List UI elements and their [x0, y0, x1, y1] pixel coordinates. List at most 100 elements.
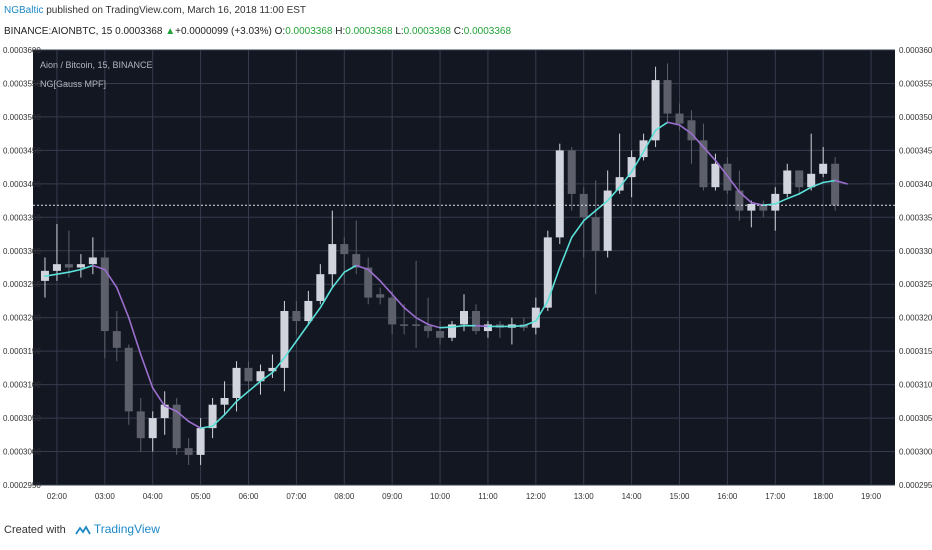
ma-segment: [558, 236, 573, 269]
ma-segment: [678, 124, 693, 135]
y-tick-label-left: 0.0003100: [3, 381, 41, 390]
candle: [771, 187, 780, 231]
y-tick-label-left: 0.0003200: [3, 314, 41, 323]
candle: [124, 344, 133, 425]
y-tick-label-left: 0.0003150: [3, 347, 41, 356]
candle-body: [603, 190, 612, 251]
candle-body: [268, 367, 277, 372]
candle: [364, 257, 373, 305]
candle: [112, 311, 121, 362]
x-tick-label: 02:00: [47, 492, 68, 501]
chart-area[interactable]: 0.0002950 0.0003000 0.0003050 0.0003100 0.00…: [0, 46, 932, 514]
candle-body: [579, 193, 588, 218]
candle: [400, 304, 409, 335]
candle-body: [244, 367, 253, 382]
ma-segment: [92, 264, 106, 271]
y-tick-label-left: 0.0003450: [3, 146, 41, 155]
candle: [615, 133, 624, 194]
x-tick-label: 19:00: [861, 492, 882, 501]
candle: [436, 321, 445, 345]
x-tick-label: 05:00: [191, 492, 212, 501]
author-link[interactable]: NGBaltic: [4, 5, 44, 16]
ma-segment: [44, 273, 58, 277]
candle: [531, 297, 540, 335]
ma-segment: [211, 413, 226, 427]
candle: [376, 287, 385, 305]
ma-segment: [642, 129, 657, 153]
y-tick-label-right: 0.0003600: [899, 46, 932, 55]
candle: [412, 260, 421, 348]
y-tick-label-left: 0.0003400: [3, 180, 41, 189]
plot-background: [33, 50, 895, 485]
candle-body: [208, 404, 217, 429]
candle: [543, 230, 552, 311]
time-axis: 02:00 03:00 04:00 05:00 06:00 07:00 08:00 09:00…: [47, 492, 882, 501]
candle-body: [316, 274, 325, 301]
candle-body: [471, 311, 480, 332]
candle-body: [747, 203, 756, 211]
ma-segment: [379, 280, 393, 296]
ma-segment: [810, 181, 824, 188]
candle-body: [136, 411, 145, 439]
candle: [651, 66, 660, 148]
ma-segment: [271, 357, 286, 374]
candle: [328, 210, 337, 288]
price-chart[interactable]: 0.0002950 0.0003000 0.0003050 0.0003100 0.00…: [0, 46, 932, 514]
ma-segment: [702, 146, 717, 162]
candle: [735, 170, 744, 221]
candle-body: [759, 203, 768, 211]
candle: [567, 147, 576, 211]
candle: [244, 361, 253, 392]
high-value: 0.0003368: [345, 26, 393, 37]
candle-body: [460, 311, 468, 325]
ma-segment: [654, 121, 669, 132]
candle-body: [340, 244, 349, 255]
ma-segment: [774, 197, 789, 205]
ma-segment: [606, 186, 621, 202]
candle: [136, 398, 145, 452]
candle-body: [112, 331, 121, 348]
candle-body: [663, 80, 672, 114]
tradingview-brand-link[interactable]: TradingView: [93, 522, 160, 536]
x-tick-label: 18:00: [813, 492, 834, 501]
candle-body: [651, 80, 660, 141]
ma-segment: [439, 326, 453, 329]
ma-segment: [367, 268, 381, 282]
ma-segment: [116, 286, 130, 319]
candle: [316, 264, 325, 305]
candle: [591, 180, 600, 295]
y-tick-label-right: 0.0003200: [899, 314, 932, 323]
candles-layer: [40, 63, 840, 465]
candle-body: [148, 418, 157, 439]
footer: Created with TradingView: [4, 522, 160, 536]
candle: [579, 187, 588, 258]
candle: [268, 354, 277, 378]
x-tick-label: 15:00: [669, 492, 690, 501]
candle: [819, 147, 828, 178]
candle: [304, 290, 313, 325]
created-with-label: Created with: [4, 524, 66, 536]
x-tick-label: 17:00: [765, 492, 786, 501]
candle-body: [831, 163, 840, 206]
candle-body: [436, 331, 445, 338]
y-tick-label-right: 0.0003300: [899, 247, 932, 256]
candle-body: [352, 254, 361, 268]
candle-body: [232, 367, 241, 398]
candle: [76, 254, 85, 278]
x-tick-label: 14:00: [622, 492, 643, 501]
ma-segment: [714, 159, 729, 177]
candle-body: [627, 157, 636, 178]
ma-segment: [726, 175, 741, 193]
ma-segment: [738, 191, 753, 204]
ma-segment: [68, 268, 82, 273]
candle-body: [711, 163, 720, 188]
y-tick-label-left: 0.0003350: [3, 213, 41, 222]
candle: [699, 123, 708, 191]
candle-body: [364, 267, 373, 298]
ma-segment: [127, 316, 142, 356]
y-tick-label-left: 0.0003550: [3, 79, 41, 88]
candle: [639, 133, 648, 161]
candle: [208, 398, 217, 439]
ma-segment: [570, 219, 585, 239]
ma-segment: [187, 420, 202, 429]
